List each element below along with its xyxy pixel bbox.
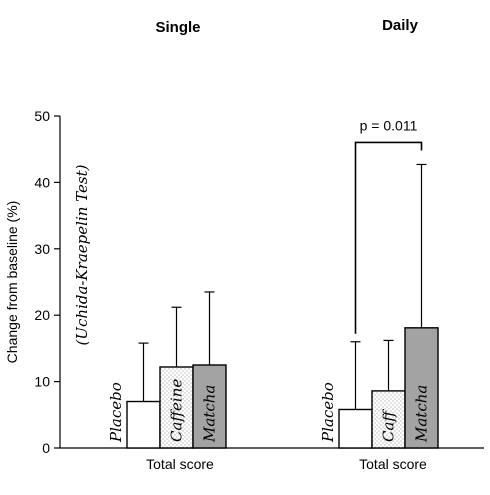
y-tick-label: 50 xyxy=(34,108,50,124)
bar xyxy=(159,366,194,449)
bar xyxy=(338,408,373,449)
bar-label: Placebo xyxy=(319,382,337,443)
bar xyxy=(126,400,161,449)
y-tick-label: 30 xyxy=(34,241,50,257)
y-tick-label: 20 xyxy=(34,307,50,323)
x-label-single: Total score xyxy=(146,456,214,472)
bar-label: Matcha xyxy=(413,385,431,443)
bar-label: Placebo xyxy=(107,382,125,443)
y-tick-label: 10 xyxy=(34,374,50,390)
significance-bracket: p = 0.011 xyxy=(354,117,423,334)
bar xyxy=(192,364,227,449)
bar-label: Caffeine xyxy=(168,379,186,442)
x-label-daily: Total score xyxy=(359,456,427,472)
bar xyxy=(404,327,439,449)
bars: Placebo Caffeine Matcha Placebo Caff Matcha xyxy=(107,163,439,449)
bar-label: Matcha xyxy=(201,385,219,443)
panel-title-daily: Daily xyxy=(382,17,419,34)
y-axis-label: Change from baseline (%) xyxy=(4,201,20,364)
bar-label: Caff xyxy=(380,409,398,442)
y-tick-label: 40 xyxy=(34,174,50,190)
panel-title-single: Single xyxy=(155,19,200,36)
y-ticks: 0 10 20 30 40 50 xyxy=(34,108,60,456)
bracket-line xyxy=(354,141,423,334)
side-note: (Uchida-Kraepelin Test) xyxy=(73,164,91,345)
y-tick-label: 0 xyxy=(42,440,50,456)
p-value-label: p = 0.011 xyxy=(360,117,418,133)
